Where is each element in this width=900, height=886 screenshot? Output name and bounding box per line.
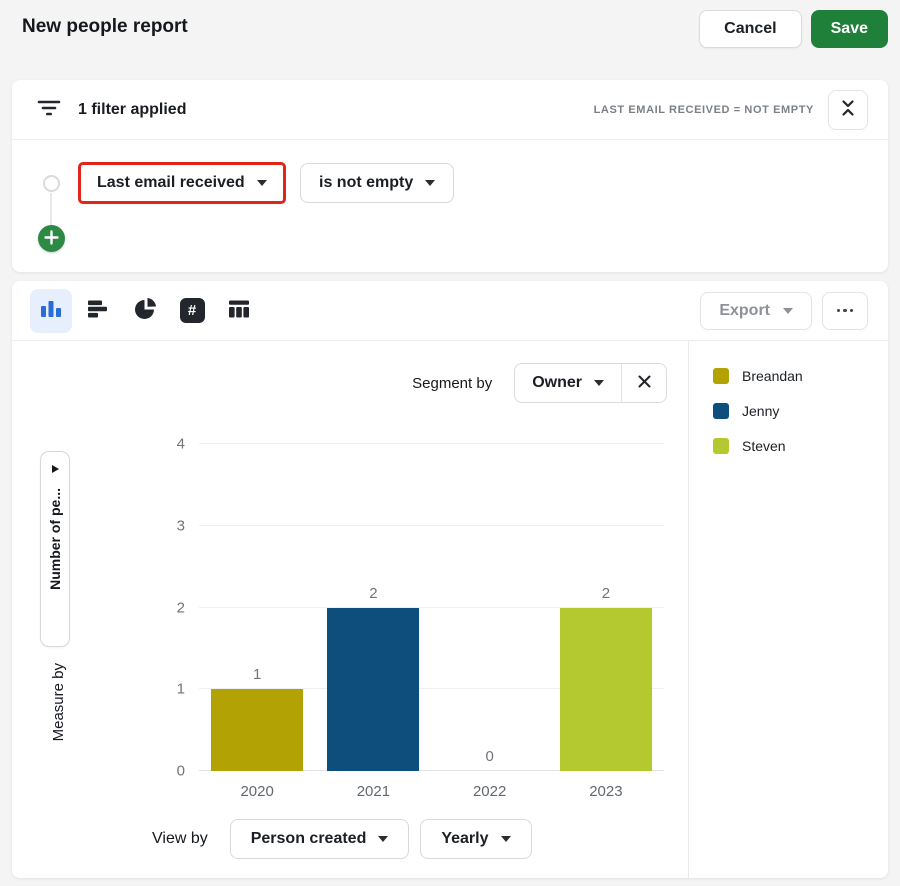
segment-field-dropdown[interactable]: Owner bbox=[515, 364, 622, 402]
x-axis-label: 2022 bbox=[472, 783, 507, 800]
chart-type-column-button[interactable] bbox=[30, 288, 72, 333]
export-label: Export bbox=[719, 301, 770, 319]
legend-item: Jenny bbox=[713, 403, 888, 419]
bar-value-label: 2 bbox=[369, 584, 378, 602]
x-axis-label: 2021 bbox=[356, 783, 391, 800]
plus-icon bbox=[43, 229, 60, 249]
filter-field-dropdown[interactable]: Last email received bbox=[78, 162, 286, 204]
filter-node-connector bbox=[50, 193, 52, 225]
chart-body: Segment by Owner bbox=[12, 341, 888, 878]
chevron-down-icon bbox=[425, 180, 436, 186]
remove-segment-button[interactable] bbox=[622, 364, 666, 402]
chart-legend: Breandan Jenny Steven bbox=[688, 341, 888, 878]
collapse-vertical-icon bbox=[837, 97, 859, 122]
report-panel: # Export Segment b bbox=[12, 281, 888, 878]
filter-icon bbox=[36, 95, 62, 124]
chart-type-pie-button[interactable] bbox=[124, 289, 166, 333]
x-axis-label: 2020 bbox=[240, 783, 274, 800]
legend-swatch bbox=[713, 438, 729, 454]
chart-main: Segment by Owner bbox=[12, 341, 688, 878]
number-icon: # bbox=[179, 298, 205, 323]
x-axis-label: 2023 bbox=[589, 783, 623, 800]
y-axis-tick: 3 bbox=[176, 517, 185, 535]
chevron-down-icon bbox=[378, 836, 389, 842]
close-icon bbox=[637, 374, 652, 392]
table-icon bbox=[226, 296, 252, 325]
bar-chart-icon bbox=[85, 296, 111, 325]
chart-toolbar: # Export bbox=[12, 281, 888, 341]
y-axis-tick: 4 bbox=[176, 435, 185, 453]
legend-swatch bbox=[713, 403, 729, 419]
legend-swatch bbox=[713, 368, 729, 384]
gridline bbox=[199, 688, 664, 690]
bar-2023[interactable] bbox=[559, 607, 652, 771]
gridline bbox=[199, 770, 664, 771]
view-interval-value: Yearly bbox=[441, 830, 489, 847]
more-options-button[interactable] bbox=[822, 291, 868, 330]
bar-value-label: 1 bbox=[252, 666, 262, 684]
bar-2020[interactable] bbox=[211, 689, 304, 771]
filter-node-circle bbox=[43, 175, 60, 192]
cancel-button[interactable]: Cancel bbox=[699, 10, 802, 48]
segment-by-row: Segment by Owner bbox=[412, 363, 667, 403]
chart-type-table-button[interactable] bbox=[218, 289, 260, 333]
gridline bbox=[199, 606, 664, 608]
chart-type-bar-button[interactable] bbox=[77, 289, 119, 333]
save-button[interactable]: Save bbox=[810, 10, 888, 48]
view-by-row: View by Person created Yearly bbox=[152, 819, 532, 859]
segment-by-label: Segment by bbox=[412, 374, 493, 392]
legend-label: Jenny bbox=[742, 403, 780, 419]
filter-operator-dropdown[interactable]: is not empty bbox=[300, 163, 455, 203]
view-interval-dropdown[interactable]: Yearly bbox=[420, 819, 532, 859]
chevron-down-icon bbox=[256, 180, 267, 186]
gridline bbox=[199, 524, 664, 526]
header-actions: Cancel Save bbox=[699, 10, 888, 48]
legend-item: Steven bbox=[713, 438, 888, 454]
bar-2021[interactable] bbox=[327, 607, 420, 771]
column-chart-icon bbox=[38, 296, 64, 325]
page-title: New people report bbox=[22, 16, 188, 37]
filter-operator-value: is not empty bbox=[319, 174, 414, 191]
bar-value-label: 2 bbox=[601, 584, 611, 602]
chevron-down-icon bbox=[783, 307, 793, 314]
view-field-value: Person created bbox=[250, 830, 367, 847]
pie-chart-icon bbox=[132, 296, 158, 325]
chevron-down-icon bbox=[500, 836, 511, 842]
add-filter-button[interactable] bbox=[38, 225, 65, 252]
legend-label: Steven bbox=[742, 438, 786, 454]
segment-field-value: Owner bbox=[532, 374, 582, 391]
filter-summary: 1 filter applied bbox=[78, 100, 187, 118]
plot-area: 0 1 2 3 4 1 2020 2 2021 0 2022 2 2023 bbox=[177, 436, 664, 800]
y-axis-measure-button[interactable]: Number of pe... bbox=[40, 451, 70, 647]
y-axis-tick: 2 bbox=[176, 599, 185, 616]
ellipsis-icon bbox=[836, 308, 854, 313]
filter-panel: 1 filter applied LAST EMAIL RECEIVED = N… bbox=[12, 80, 888, 272]
y-axis-measure-label: Number of pe... bbox=[47, 488, 63, 590]
measure-by-label: Measure by bbox=[50, 663, 67, 742]
view-field-dropdown[interactable]: Person created bbox=[229, 819, 410, 859]
filter-body: Last email received is not empty bbox=[12, 140, 888, 271]
legend-item: Breandan bbox=[713, 368, 888, 384]
export-button[interactable]: Export bbox=[700, 291, 812, 330]
filter-header: 1 filter applied LAST EMAIL RECEIVED = N… bbox=[12, 80, 888, 140]
bar-value-label: 0 bbox=[485, 748, 494, 765]
chevron-down-icon bbox=[594, 380, 604, 386]
legend-label: Breandan bbox=[742, 368, 803, 384]
chart-type-number-button[interactable]: # bbox=[171, 289, 213, 333]
filter-field-value: Last email received bbox=[97, 174, 245, 191]
expand-right-icon bbox=[51, 465, 59, 473]
view-by-label: View by bbox=[152, 830, 208, 847]
y-axis-tick: 0 bbox=[176, 762, 185, 780]
segment-control: Owner bbox=[514, 363, 667, 403]
applied-filter-summary: LAST EMAIL RECEIVED = NOT EMPTY bbox=[593, 103, 814, 116]
y-axis-tick: 1 bbox=[176, 680, 185, 698]
collapse-filters-button[interactable] bbox=[828, 89, 868, 130]
gridline bbox=[199, 443, 664, 444]
